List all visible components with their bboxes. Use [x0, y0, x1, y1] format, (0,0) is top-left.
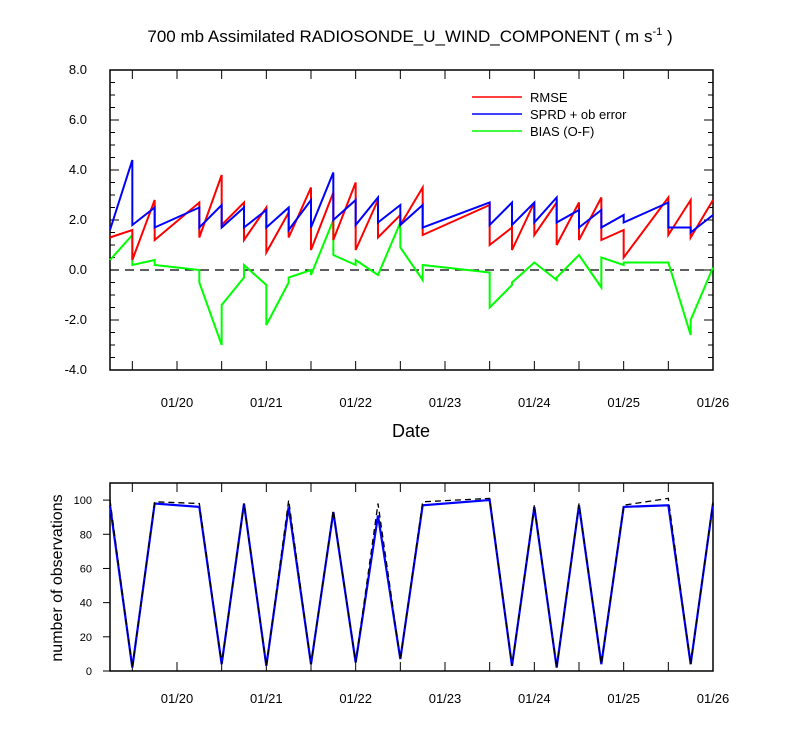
- rmse-line: [109, 174, 714, 261]
- bottom-series-group: [108, 497, 715, 668]
- bottom-y-tick-label: 40: [80, 598, 92, 610]
- top-x-tick-label: 01/24: [518, 395, 551, 410]
- obs-possible-line: [109, 497, 714, 668]
- top-y-tick-label: 6.0: [69, 112, 87, 127]
- bottom-y-tick-label: 80: [80, 529, 92, 541]
- top-y-tick-label: 2.0: [69, 212, 87, 227]
- bottom-axis-ticks: [103, 483, 714, 672]
- top-y-tick-label: 4.0: [69, 162, 87, 177]
- x-axis-label: Date: [392, 421, 430, 441]
- bottom-x-tick-label: 01/26: [697, 691, 730, 706]
- top-x-tick-label: 01/25: [607, 395, 640, 410]
- top-x-tick-label: 01/23: [429, 395, 462, 410]
- bottom-x-tick-label: 01/23: [429, 691, 462, 706]
- top-y-tick-labels: -4.0 -2.0 0.0 2.0 4.0 6.0 8.0: [65, 62, 87, 377]
- legend-rmse-label: RMSE: [530, 90, 568, 105]
- top-y-tick-label: 0.0: [69, 262, 87, 277]
- top-y-tick-label: -4.0: [65, 362, 87, 377]
- bottom-x-tick-labels: 01/20 01/21 01/22 01/23 01/24 01/25 01/26: [161, 691, 730, 706]
- bottom-y-tick-labels: 0 20 40 60 80 100: [74, 495, 92, 678]
- bottom-y-tick-label: 60: [80, 563, 92, 575]
- bottom-plot-frame: [109, 482, 714, 672]
- legend-bias-label: BIAS (O-F): [530, 124, 594, 139]
- bottom-x-tick-label: 01/25: [607, 691, 640, 706]
- chart-title: 700 mb Assimilated RADIOSONDE_U_WIND_COM…: [147, 26, 672, 46]
- top-x-tick-label: 01/20: [161, 395, 194, 410]
- bias-line: [109, 219, 714, 346]
- top-x-tick-labels: 01/20 01/21 01/22 01/23 01/24 01/25 01/26: [161, 395, 730, 410]
- bottom-y-tick-label: 100: [74, 495, 92, 507]
- legend-sprd-label: SPRD + ob error: [530, 107, 627, 122]
- bottom-x-tick-label: 01/24: [518, 691, 551, 706]
- top-y-tick-label: -2.0: [65, 312, 87, 327]
- bottom-x-tick-label: 01/22: [339, 691, 372, 706]
- legend: RMSE SPRD + ob error BIAS (O-F): [472, 90, 627, 139]
- bottom-y-tick-label: 20: [80, 632, 92, 644]
- top-plot-panel: -4.0-2.00.02.04.06.08.0 01/20 01/21 01/22 0…: [65, 62, 730, 441]
- top-x-tick-label: 01/21: [250, 395, 283, 410]
- sprd-line: [109, 159, 714, 235]
- bottom-y-axis-label: number of observations: [49, 494, 66, 661]
- top-x-tick-label: 01/26: [697, 395, 730, 410]
- top-axis-ticks: [110, 69, 714, 371]
- bottom-x-tick-label: 01/21: [250, 691, 283, 706]
- bottom-x-tick-label: 01/20: [161, 691, 194, 706]
- bottom-y-tick-label: 0: [86, 666, 92, 678]
- top-x-tick-label: 01/22: [339, 395, 372, 410]
- top-series-group: [109, 159, 714, 346]
- top-y-tick-label: 8.0: [69, 62, 87, 77]
